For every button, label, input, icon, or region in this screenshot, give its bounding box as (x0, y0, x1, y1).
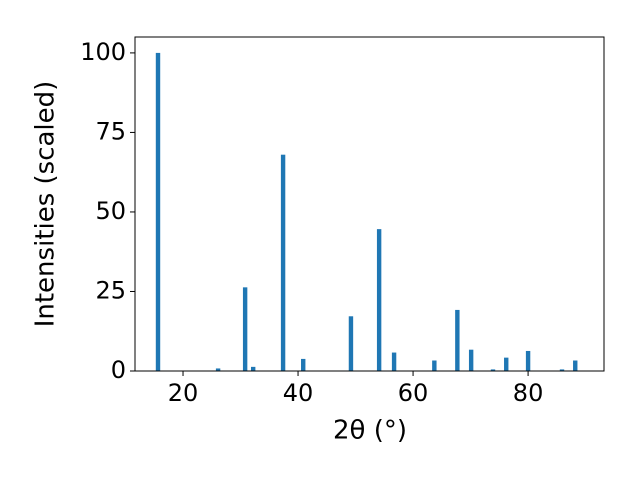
bar (525, 350, 531, 371)
bar (301, 358, 306, 371)
bar (432, 360, 437, 371)
x-tick-label: 80 (513, 379, 544, 407)
y-tick-label: 100 (80, 38, 126, 66)
y-tick-label: 25 (95, 276, 126, 304)
bar (376, 229, 382, 371)
bar (242, 287, 248, 371)
x-tick-label: 40 (283, 379, 314, 407)
y-tick-label: 50 (95, 197, 126, 225)
bar (573, 360, 578, 371)
bar (348, 316, 354, 371)
bar (155, 52, 161, 372)
x-tick-label: 60 (398, 379, 429, 407)
x-axis-label: 2θ (°) (333, 416, 407, 446)
bar (280, 154, 286, 371)
y-tick-label: 0 (111, 356, 126, 384)
bar (391, 352, 397, 371)
plot-frame (134, 36, 605, 372)
bar (215, 368, 221, 371)
bar (250, 366, 256, 371)
x-tick-label: 20 (168, 379, 199, 407)
bar (504, 357, 509, 371)
bar (468, 349, 474, 371)
y-axis-label: Intensities (scaled) (31, 81, 61, 328)
bar (559, 369, 565, 371)
bar (490, 369, 496, 371)
y-tick-label: 75 (95, 117, 126, 145)
bar (455, 309, 460, 371)
